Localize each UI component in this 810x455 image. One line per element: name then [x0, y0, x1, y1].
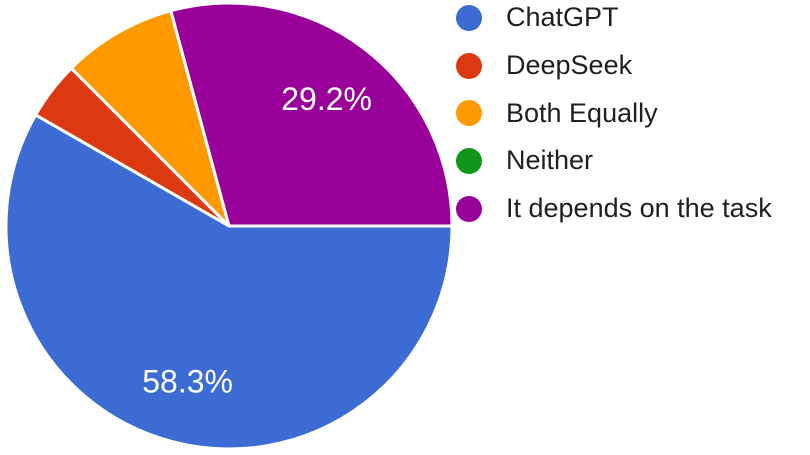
- legend-item-deepseek: DeepSeek: [456, 42, 772, 90]
- legend-label-chatgpt: ChatGPT: [506, 2, 619, 33]
- legend-swatch-it-depends-on-the-task-icon: [456, 195, 482, 222]
- legend-item-both-equally: Both Equally: [456, 89, 772, 137]
- pie-slice-both-equally: [69, 9, 231, 228]
- legend-item-chatgpt: ChatGPT: [456, 0, 772, 42]
- legend-swatch-neither-icon: [456, 147, 482, 174]
- legend-item-neither: Neither: [456, 137, 772, 185]
- legend-label-neither: Neither: [506, 145, 594, 176]
- pie-slice-chatgpt: [4, 113, 454, 451]
- legend-swatch-chatgpt-icon: [456, 4, 482, 31]
- pie-slice-it-depends-on-the-task: [169, 1, 454, 228]
- chart-legend: ChatGPT DeepSeek Both Equally Neither It…: [456, 0, 772, 232]
- slice-label-chatgpt: 58.3%: [142, 364, 233, 400]
- legend-label-both-equally: Both Equally: [506, 97, 658, 128]
- legend-item-it-depends-on-the-task: It depends on the task: [456, 185, 772, 233]
- legend-label-it-depends-on-the-task: It depends on the task: [506, 193, 772, 224]
- slice-label-it-depends-on-the-task: 29.2%: [281, 81, 372, 117]
- legend-swatch-deepseek-icon: [456, 52, 482, 79]
- legend-label-deepseek: DeepSeek: [506, 50, 633, 81]
- pie-chart: 58.3% 29.2%: [4, 1, 454, 451]
- legend-swatch-both-equally-icon: [456, 100, 482, 127]
